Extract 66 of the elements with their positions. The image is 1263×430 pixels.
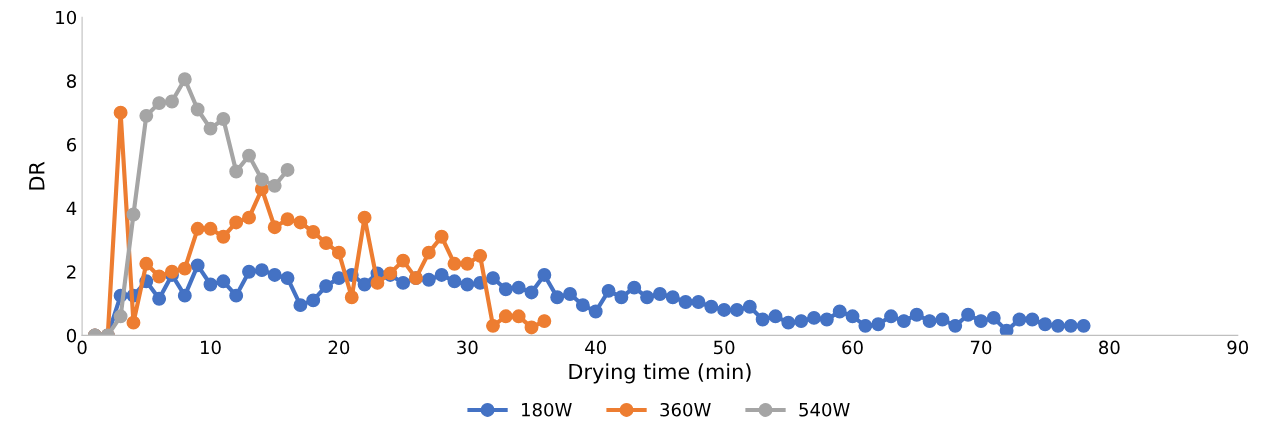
point <box>190 102 205 117</box>
point <box>280 212 295 227</box>
point <box>254 172 269 187</box>
point <box>203 121 218 136</box>
point <box>370 275 385 290</box>
x-tick-label: 90 <box>1227 340 1249 355</box>
point <box>511 309 526 324</box>
x-tick-label: 70 <box>970 340 992 355</box>
point <box>486 318 500 333</box>
point <box>190 221 205 236</box>
point <box>280 162 295 177</box>
point <box>216 229 231 244</box>
y-tick-label: 4 <box>66 201 77 215</box>
point <box>242 210 256 225</box>
point <box>203 221 218 236</box>
point <box>152 269 167 284</box>
point <box>139 256 154 271</box>
x-tick-label: 50 <box>714 340 735 355</box>
x-tick-label: 80 <box>1099 340 1120 355</box>
point <box>126 315 141 330</box>
y-tick-label: 8 <box>66 74 76 88</box>
point <box>165 94 179 109</box>
point <box>177 261 192 276</box>
point <box>267 220 282 235</box>
point <box>344 290 359 305</box>
x-tick-label: 0 <box>77 340 87 355</box>
legend-label: 540W <box>799 402 850 417</box>
y-tick-label: 0 <box>66 328 77 343</box>
point <box>537 314 552 329</box>
x-tick-label: 60 <box>842 340 863 355</box>
point <box>498 309 513 324</box>
point <box>152 96 167 111</box>
legend-label: 360W <box>660 402 711 417</box>
y-tick-label: 10 <box>56 10 77 25</box>
point <box>139 108 154 123</box>
point <box>421 245 436 260</box>
point <box>306 225 321 239</box>
point <box>229 215 244 230</box>
point <box>165 264 179 279</box>
x-axis-title: Drying time (min) <box>569 363 751 384</box>
point <box>267 178 282 193</box>
y-axis-title: DR <box>29 161 45 190</box>
point <box>229 164 244 179</box>
point <box>177 72 192 87</box>
point <box>357 210 372 225</box>
point <box>473 248 488 263</box>
x-tick-label: 30 <box>457 340 478 355</box>
point <box>126 207 141 222</box>
point <box>293 215 308 230</box>
x-tick-label: 20 <box>328 340 350 355</box>
point <box>216 112 231 126</box>
point <box>242 148 256 163</box>
point <box>434 229 449 244</box>
y-tick-label: 6 <box>67 137 77 152</box>
point <box>396 253 411 268</box>
legend-label: 180W <box>522 402 572 417</box>
point <box>524 320 539 335</box>
point <box>113 105 128 120</box>
point <box>113 309 128 324</box>
point <box>331 245 346 260</box>
point <box>460 256 475 271</box>
x-tick-label: 10 <box>201 340 221 355</box>
point <box>319 236 334 251</box>
y-tick-label: 2 <box>67 265 76 279</box>
point <box>447 256 462 271</box>
x-tick-label: 40 <box>585 340 606 355</box>
